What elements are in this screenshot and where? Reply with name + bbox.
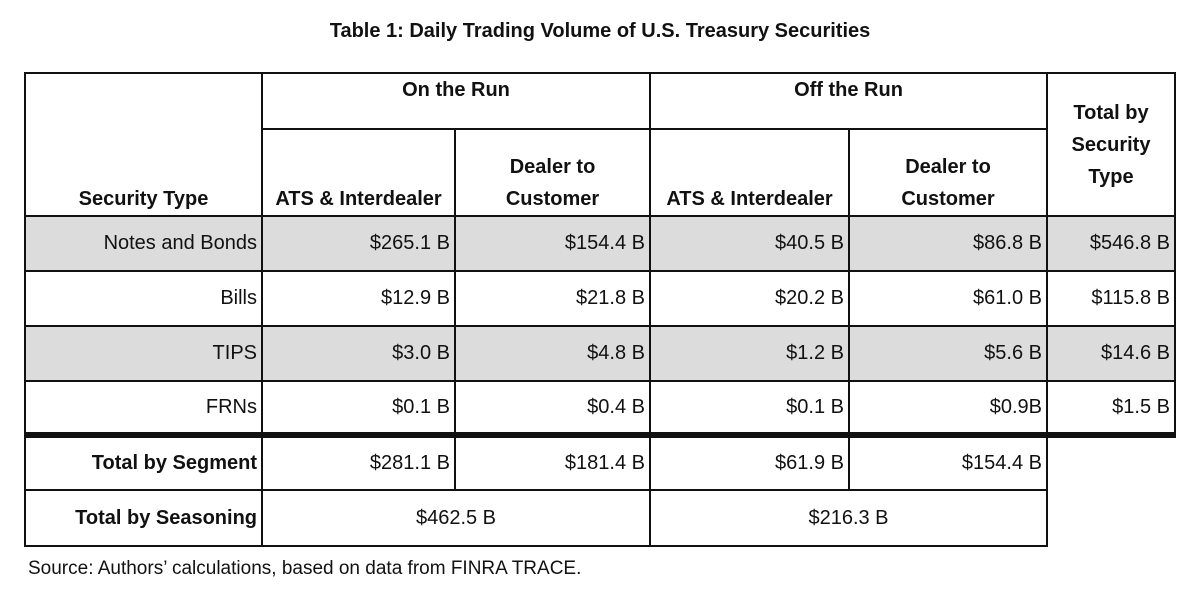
row-label: Bills [24,270,263,327]
trading-volume-table: Security Type On the Run Off the Run Tot… [24,72,1176,547]
header-off-the-run: Off the Run [649,72,1048,130]
table-row-total-by-seasoning: Total by Seasoning $462.5 B $216.3 B [24,489,1175,547]
cell-off-dtc: $61.0 B [848,270,1048,327]
cell-off-ats: $40.5 B [649,215,850,272]
table-row-notes-and-bonds: Notes and Bonds $265.1 B $154.4 B $40.5 … [24,215,1176,272]
header-off-dtc-line-1: Dealer to [905,156,991,178]
source-note: Source: Authors’ calculations, based on … [28,558,582,579]
header-on-dtc-line-1: Dealer to [509,156,596,178]
cell-off-ats: $61.9 B [649,432,850,491]
cell-total: $546.8 B [1046,215,1176,272]
row-label: Total by Segment [24,432,263,491]
header-row-groups: Security Type On the Run Off the Run Tot… [24,72,1176,217]
table-row-frns: FRNs $0.1 B $0.4 B $0.1 B $0.9B $1.5 B [24,380,1176,436]
empty-cell [1047,432,1175,490]
header-off-ats-interdealer: ATS & Interdealer [649,128,850,217]
cell-on-dtc: $4.8 B [454,325,651,382]
cell-total: $115.8 B [1046,270,1176,327]
cell-off-dtc: $0.9B [848,380,1048,436]
cell-off-dtc: $154.4 B [848,432,1048,491]
cell-on-ats: $281.1 B [261,432,456,491]
table-row-total-by-segment: Total by Segment $281.1 B $181.4 B $61.9… [24,432,1175,491]
cell-off-dtc: $5.6 B [848,325,1048,382]
header-security-type: Security Type [24,72,263,217]
cell-total: $14.6 B [1046,325,1176,382]
header-on-ats-interdealer: ATS & Interdealer [261,128,456,217]
cell-off-the-run-total: $216.3 B [649,489,1048,547]
table-title: Table 1: Daily Trading Volume of U.S. Tr… [329,20,871,42]
cell-on-dtc: $154.4 B [454,215,651,272]
table-row-bills: Bills $12.9 B $21.8 B $20.2 B $61.0 B $1… [24,270,1176,327]
header-off-dtc-line-2: Customer [901,188,995,210]
header-total-by-security-type: Total by Security Type [1046,72,1176,217]
header-total-line-1: Total by [1073,101,1149,124]
cell-on-ats: $12.9 B [261,270,456,327]
row-label: FRNs [24,380,263,436]
cell-on-ats: $3.0 B [261,325,456,382]
cell-on-the-run-total: $462.5 B [261,489,651,547]
row-label: Total by Seasoning [24,489,263,547]
cell-on-ats: $265.1 B [261,215,456,272]
empty-cell [1047,490,1175,546]
header-row-subgroups: ATS & Interdealer Dealer to Customer ATS… [25,128,1175,217]
cell-off-ats: $20.2 B [649,270,850,327]
header-on-dealer-to-customer: Dealer to Customer [454,128,651,217]
header-total-line-2: Security [1071,133,1151,156]
header-off-dealer-to-customer: Dealer to Customer [848,128,1048,217]
header-on-dtc-line-2: Customer [505,188,600,210]
cell-on-dtc: $0.4 B [454,380,651,436]
row-label: Notes and Bonds [24,215,263,272]
header-on-the-run: On the Run [261,72,651,130]
table-row-tips: TIPS $3.0 B $4.8 B $1.2 B $5.6 B $14.6 B [24,325,1176,382]
cell-on-dtc: $21.8 B [454,270,651,327]
row-label: TIPS [24,325,263,382]
cell-total: $1.5 B [1046,380,1176,436]
cell-off-dtc: $86.8 B [848,215,1048,272]
cell-off-ats: $1.2 B [649,325,850,382]
header-total-line-3: Type [1088,165,1134,188]
cell-off-ats: $0.1 B [649,380,850,436]
cell-on-ats: $0.1 B [261,380,456,436]
cell-on-dtc: $181.4 B [454,432,651,491]
